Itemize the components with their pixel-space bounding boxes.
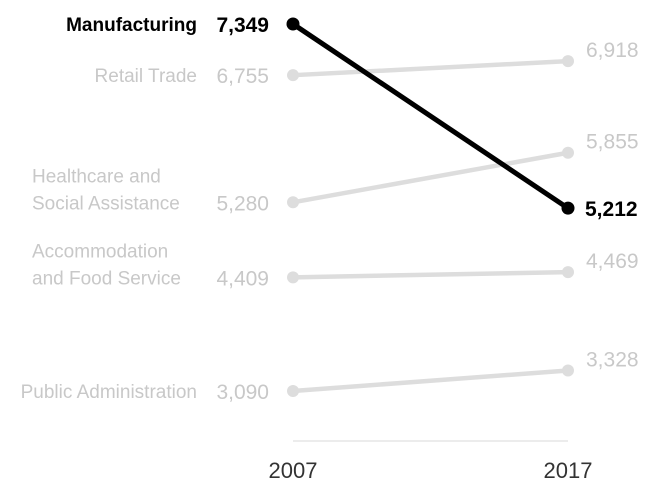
series-line-manufacturing: [290, 21, 571, 211]
value-label-accommodation-and-food-service-2017: 4,469: [586, 250, 639, 273]
value-label-retail-trade-2007: 6,755: [216, 65, 269, 88]
category-label-healthcare-and-social-assistance-line-1: Healthcare and: [32, 166, 161, 187]
point-public-administration-2007: [287, 385, 299, 397]
category-label-accommodation-and-food-service-line-2: and Food Service: [32, 268, 181, 289]
value-label-retail-trade-2017: 6,918: [586, 39, 639, 62]
series-layer: 6,755 6,918 Retail Trade 5,280 5,855 Healthca…: [21, 14, 639, 404]
point-healthcare-and-social-assistance-2017: [562, 146, 574, 159]
value-label-public-administration-2017: 3,328: [586, 348, 639, 371]
value-label-manufacturing-2017: 5,212: [585, 198, 638, 221]
point-manufacturing-2017: [561, 201, 575, 215]
category-label-healthcare-and-social-assistance-line-2: Social Assistance: [32, 193, 180, 214]
point-manufacturing-2007: [286, 17, 300, 31]
series-public-administration: 3,090 3,328 Public Administration: [21, 348, 639, 404]
series-accommodation-and-food-service: 4,409 4,469 Accommodation and Food Service: [32, 241, 639, 290]
point-accommodation-and-food-service-2007: [287, 271, 299, 284]
category-label-accommodation-and-food-service-line-1: Accommodation: [32, 241, 168, 262]
value-label-public-administration-2007: 3,090: [216, 381, 269, 404]
series-healthcare-and-social-assistance: 5,280 5,855 Healthcare and Social Assistanc…: [32, 131, 639, 216]
point-accommodation-and-food-service-2017: [562, 266, 574, 279]
value-label-healthcare-and-social-assistance-2007: 5,280: [216, 192, 269, 215]
series-manufacturing: 7,349 5,212 Manufacturing: [66, 14, 637, 221]
value-label-manufacturing-2007: 7,349: [216, 14, 269, 37]
category-label-public-administration: Public Administration: [21, 382, 197, 403]
point-retail-trade-2017: [562, 55, 574, 68]
value-label-accommodation-and-food-service-2007: 4,409: [216, 267, 269, 290]
point-public-administration-2017: [562, 364, 574, 377]
point-retail-trade-2007: [287, 69, 299, 82]
series-retail-trade: 6,755 6,918 Retail Trade: [95, 39, 639, 88]
category-label-retail-trade: Retail Trade: [95, 66, 197, 87]
x-tick-label-2007: 2007: [269, 458, 318, 483]
x-tick-label-2017: 2017: [544, 458, 593, 483]
series-line-healthcare-and-social-assistance: [290, 150, 571, 205]
category-label-manufacturing: Manufacturing: [66, 15, 197, 36]
point-healthcare-and-social-assistance-2007: [287, 196, 299, 209]
series-line-accommodation-and-food-service: [290, 269, 571, 280]
series-line-public-administration: [290, 368, 571, 394]
value-label-healthcare-and-social-assistance-2017: 5,855: [586, 131, 639, 154]
series-line-retail-trade: [290, 58, 571, 78]
